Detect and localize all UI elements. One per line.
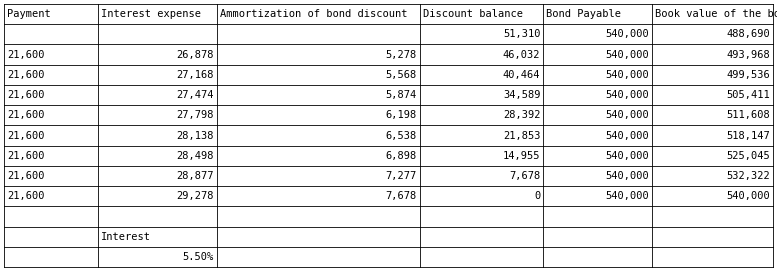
Text: 6,538: 6,538: [385, 131, 416, 140]
Text: Book value of the bonds: Book value of the bonds: [655, 9, 777, 19]
Text: 21,600: 21,600: [7, 50, 44, 60]
Text: 5,278: 5,278: [385, 50, 416, 60]
Text: 26,878: 26,878: [176, 50, 214, 60]
Text: 540,000: 540,000: [605, 29, 650, 39]
Text: 34,589: 34,589: [503, 90, 540, 100]
Text: 28,138: 28,138: [176, 131, 214, 140]
Text: 488,690: 488,690: [726, 29, 770, 39]
Text: 518,147: 518,147: [726, 131, 770, 140]
Text: 6,898: 6,898: [385, 151, 416, 161]
Text: Payment: Payment: [7, 9, 51, 19]
Text: 21,600: 21,600: [7, 151, 44, 161]
Text: Discount balance: Discount balance: [423, 9, 523, 19]
Text: 5,874: 5,874: [385, 90, 416, 100]
Text: 27,798: 27,798: [176, 110, 214, 120]
Text: Interest expense: Interest expense: [101, 9, 201, 19]
Text: 511,608: 511,608: [726, 110, 770, 120]
Text: 540,000: 540,000: [605, 90, 650, 100]
Text: 5,568: 5,568: [385, 70, 416, 80]
Text: 540,000: 540,000: [605, 131, 650, 140]
Text: 21,600: 21,600: [7, 70, 44, 80]
Text: 540,000: 540,000: [605, 151, 650, 161]
Text: 7,277: 7,277: [385, 171, 416, 181]
Text: 540,000: 540,000: [726, 191, 770, 201]
Text: 14,955: 14,955: [503, 151, 540, 161]
Text: 29,278: 29,278: [176, 191, 214, 201]
Text: 493,968: 493,968: [726, 50, 770, 60]
Text: 540,000: 540,000: [605, 70, 650, 80]
Text: 540,000: 540,000: [605, 50, 650, 60]
Text: 540,000: 540,000: [605, 171, 650, 181]
Text: 21,600: 21,600: [7, 110, 44, 120]
Text: 5.50%: 5.50%: [183, 252, 214, 262]
Text: 0: 0: [534, 191, 540, 201]
Text: 7,678: 7,678: [385, 191, 416, 201]
Text: 51,310: 51,310: [503, 29, 540, 39]
Text: 28,498: 28,498: [176, 151, 214, 161]
Text: 540,000: 540,000: [605, 110, 650, 120]
Text: 532,322: 532,322: [726, 171, 770, 181]
Text: 21,853: 21,853: [503, 131, 540, 140]
Text: 540,000: 540,000: [605, 191, 650, 201]
Text: 40,464: 40,464: [503, 70, 540, 80]
Text: Bond Payable: Bond Payable: [546, 9, 622, 19]
Text: 21,600: 21,600: [7, 90, 44, 100]
Text: Interest: Interest: [101, 232, 151, 242]
Text: 46,032: 46,032: [503, 50, 540, 60]
Text: 27,474: 27,474: [176, 90, 214, 100]
Text: 21,600: 21,600: [7, 191, 44, 201]
Text: 7,678: 7,678: [509, 171, 540, 181]
Text: 21,600: 21,600: [7, 131, 44, 140]
Text: 505,411: 505,411: [726, 90, 770, 100]
Text: 21,600: 21,600: [7, 171, 44, 181]
Text: 6,198: 6,198: [385, 110, 416, 120]
Text: 525,045: 525,045: [726, 151, 770, 161]
Text: Ammortization of bond discount: Ammortization of bond discount: [220, 9, 407, 19]
Text: 28,877: 28,877: [176, 171, 214, 181]
Text: 28,392: 28,392: [503, 110, 540, 120]
Text: 499,536: 499,536: [726, 70, 770, 80]
Text: 27,168: 27,168: [176, 70, 214, 80]
